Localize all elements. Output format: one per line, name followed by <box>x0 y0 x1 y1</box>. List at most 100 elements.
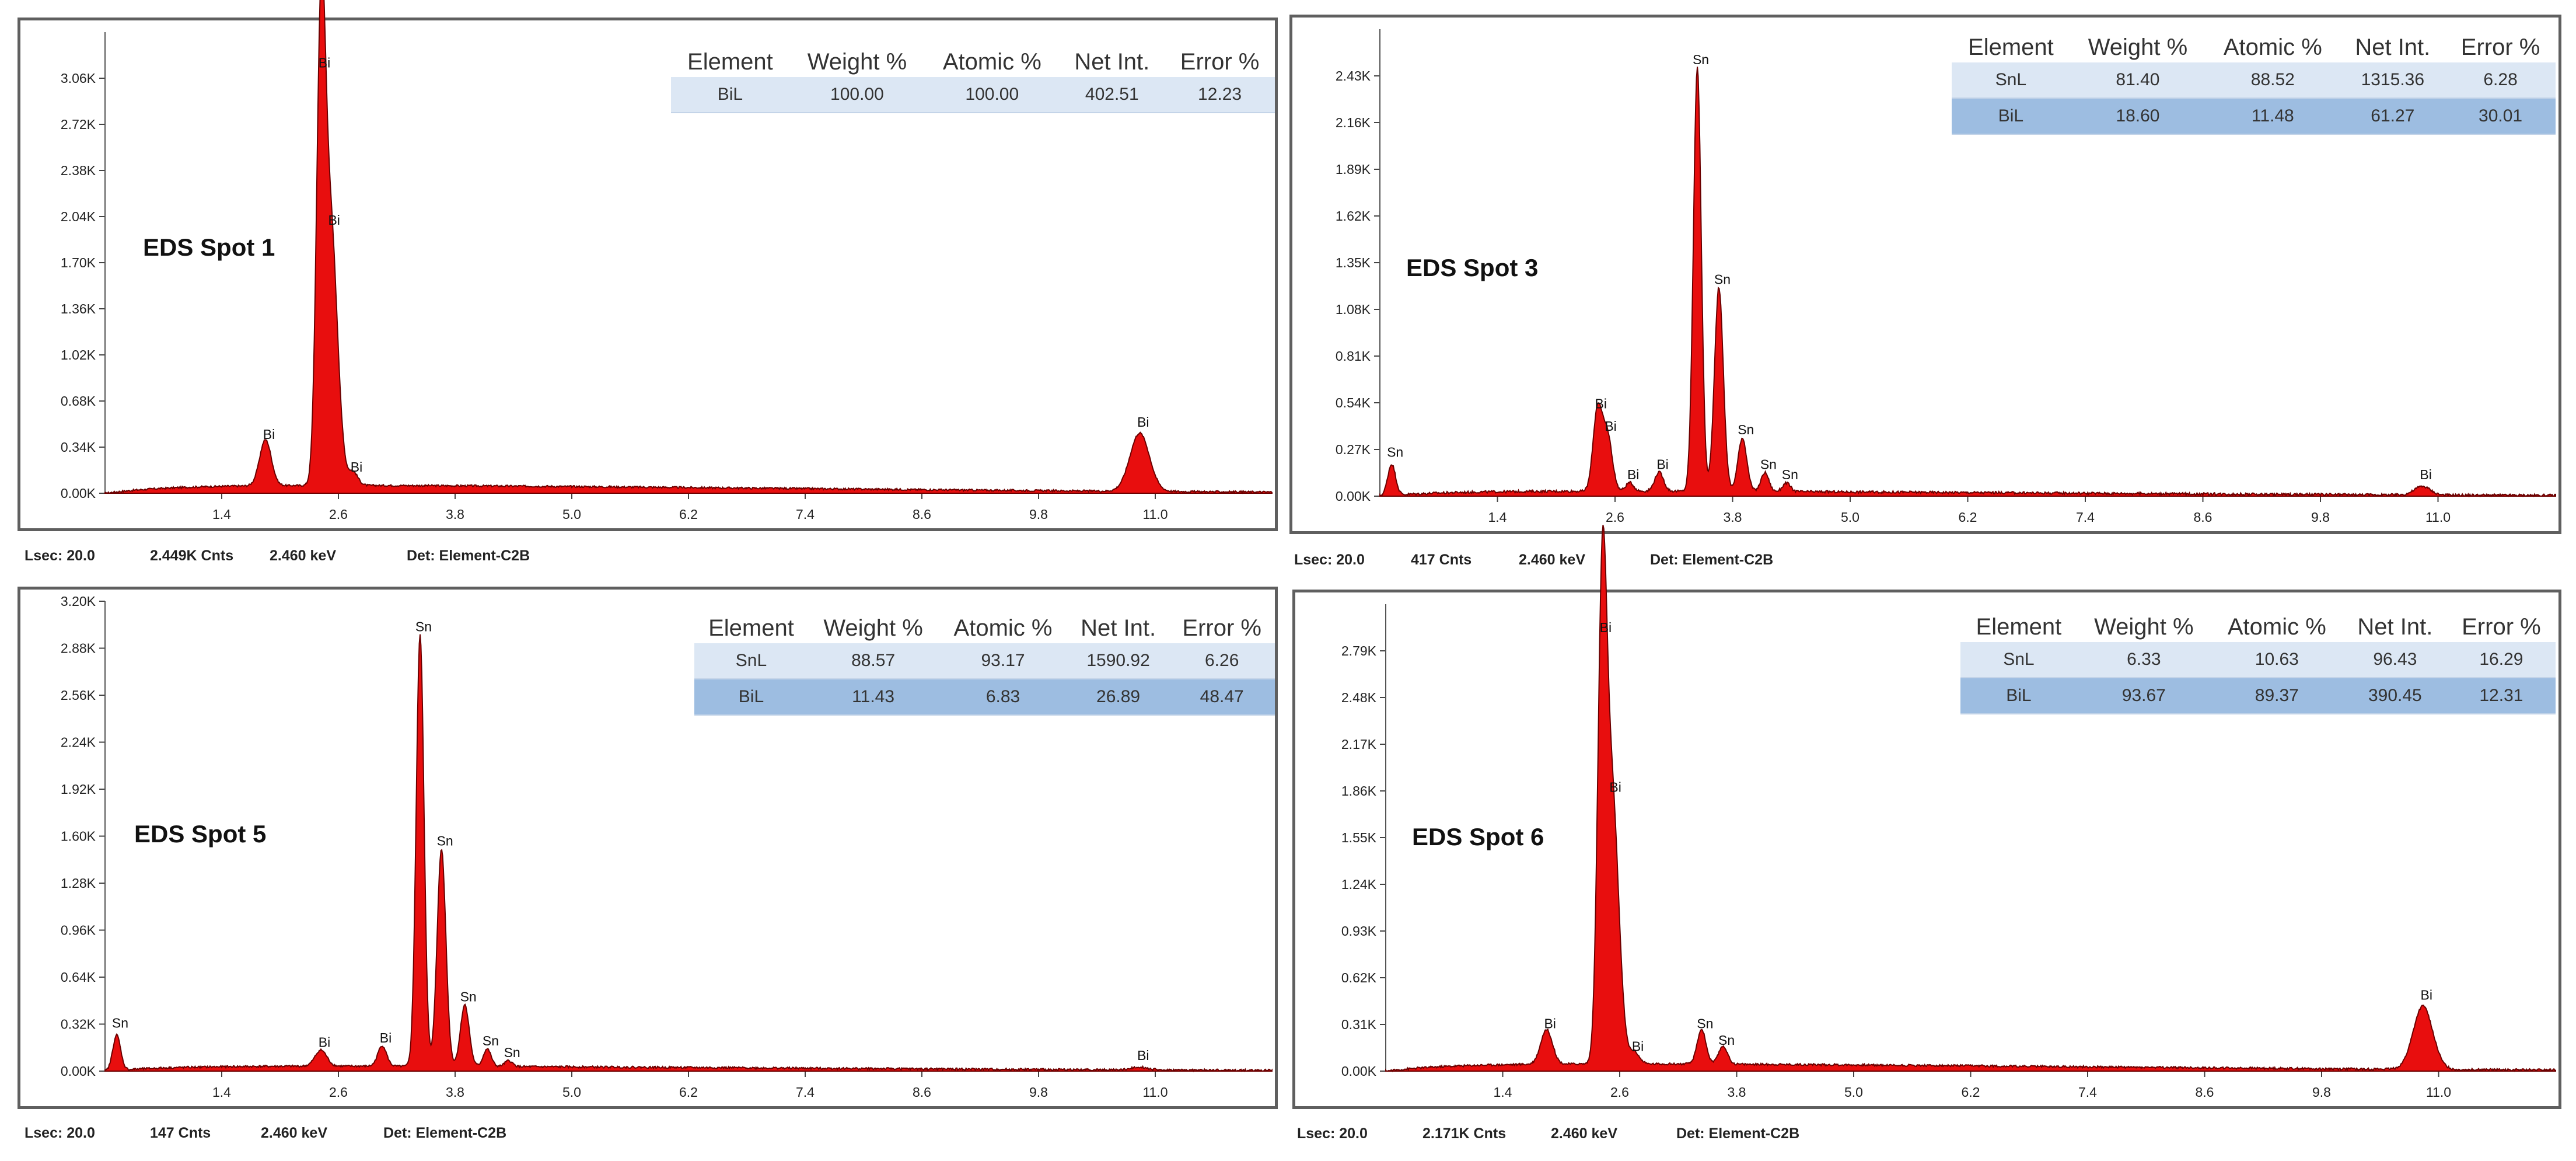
col-error: Error % <box>2462 613 2541 640</box>
status-kev: 2.460 keV <box>270 548 336 564</box>
x-tick-label: 8.6 <box>2194 510 2213 525</box>
x-tick-label: 11.0 <box>2425 510 2451 525</box>
x-tick-label: 11.0 <box>2426 1085 2451 1100</box>
peak-label: Sn <box>1760 456 1777 472</box>
col-atomic: Atomic % <box>953 615 1053 641</box>
y-tick-label: 2.24K <box>61 735 96 750</box>
col-weight: Weight % <box>823 615 923 641</box>
cell-element: BiL <box>1960 678 2077 714</box>
status-counts: 417 Cnts <box>1411 552 1472 568</box>
y-tick-label: 1.35K <box>1336 255 1371 270</box>
x-tick-label: 3.8 <box>446 1085 464 1100</box>
x-tick-label: 5.0 <box>562 1085 581 1100</box>
table-row: BiL 18.60 11.48 61.27 30.01 <box>1952 98 2556 135</box>
status-counts: 147 Cnts <box>150 1125 211 1141</box>
peak-label: Sn <box>112 1016 128 1031</box>
y-tick-label: 1.36K <box>61 301 96 316</box>
eds-quant-table: Element Weight % Atomic % Net Int. Error… <box>1952 32 2556 135</box>
y-tick-label: 0.64K <box>61 970 96 985</box>
y-tick-label: 2.17K <box>1341 737 1377 752</box>
cell-atomic: 88.52 <box>2205 62 2340 99</box>
y-tick-label: 1.92K <box>61 782 96 797</box>
peak-label: Bi <box>1656 456 1668 472</box>
eds-quant-table: Element Weight % Atomic % Net Int. Error… <box>1960 612 2556 714</box>
spectrum-area <box>104 0 1273 494</box>
eds-panel-spot-6: 0.00K 0.31K 0.62K 0.93K 1.24K 1.55K 1.86K 2.17K… <box>1292 525 2561 1153</box>
cell-net-int: 402.51 <box>1059 77 1165 113</box>
spectrum-chart: 0.00K 0.27K 0.54K 0.81K 1.08K 1.35K 1.62K 1.89K… <box>1336 29 2556 525</box>
cell-net-int: 96.43 <box>2343 642 2447 678</box>
spot-title: EDS Spot 3 <box>1406 254 1539 281</box>
y-tick-label: 0.96K <box>61 923 96 938</box>
status-kev: 2.460 keV <box>1519 552 1585 568</box>
peak-label: Bi <box>1609 779 1621 794</box>
y-tick-label: 2.16K <box>1336 115 1371 130</box>
spot-title: EDS Spot 5 <box>134 820 267 848</box>
eds-panel-spot-3: 0.00K 0.27K 0.54K 0.81K 1.08K 1.35K 1.62K 1.89K… <box>1289 15 2561 578</box>
table-header-row: Element Weight % Atomic % Net Int. Error… <box>671 47 1275 77</box>
x-tick-label: 1.4 <box>212 507 231 522</box>
x-tick-label: 7.4 <box>2076 510 2095 525</box>
peak-label: Sn <box>483 1033 499 1048</box>
col-element: Element <box>1968 34 2054 60</box>
cell-element: SnL <box>694 643 808 679</box>
table-row: BiL 93.67 89.37 390.45 12.31 <box>1960 678 2556 714</box>
status-lsec: Lsec: 20.0 <box>25 1125 95 1141</box>
spectrum-area <box>104 634 1273 1073</box>
cell-element: BiL <box>671 77 789 113</box>
col-error: Error % <box>1182 615 1261 641</box>
col-net-int: Net Int. <box>1074 48 1150 75</box>
x-tick-label: 2.6 <box>1610 1085 1629 1100</box>
y-tick-label: 0.00K <box>1341 1064 1377 1079</box>
table-row: SnL 6.33 10.63 96.43 16.29 <box>1960 642 2556 678</box>
table-header-row: Element Weight % Atomic % Net Int. Error… <box>694 613 1275 643</box>
x-tick-label: 11.0 <box>1142 507 1168 522</box>
peak-label: Bi <box>1632 1038 1644 1054</box>
y-tick-label: 1.70K <box>61 255 96 270</box>
x-tick-label: 9.8 <box>2311 510 2330 525</box>
y-tick-label: 2.72K <box>61 117 96 132</box>
cell-atomic: 93.17 <box>938 643 1068 679</box>
x-tick-label: 2.6 <box>1606 510 1624 525</box>
y-tick-label: 2.43K <box>1336 68 1371 83</box>
peak-label: Bi <box>1600 620 1612 635</box>
status-bar: Lsec: 20.0 2.449K Cnts 2.460 keV Det: El… <box>25 548 1250 569</box>
y-tick-label: 1.02K <box>61 347 96 362</box>
cell-error: 16.29 <box>2446 642 2556 678</box>
spectrum-chart: 0.00K 0.31K 0.62K 0.93K 1.24K 1.55K 1.86K 2.17K… <box>1341 525 2556 1100</box>
table-header-row: Element Weight % Atomic % Net Int. Error… <box>1960 612 2556 642</box>
y-tick-label: 0.00K <box>1336 489 1371 504</box>
x-tick-label: 3.8 <box>1728 1085 1746 1100</box>
peak-label: Sn <box>437 834 453 849</box>
cell-error: 12.23 <box>1165 77 1275 113</box>
col-element: Element <box>1976 613 2062 640</box>
peak-label: Sn <box>504 1045 520 1060</box>
peak-label: Sn <box>1782 467 1798 482</box>
peak-label: Bi <box>263 427 275 442</box>
x-tick-label: 8.6 <box>913 507 931 522</box>
col-weight: Weight % <box>807 48 907 75</box>
y-tick-label: 1.62K <box>1336 208 1371 224</box>
table-row: BiL 100.00 100.00 402.51 12.23 <box>671 77 1275 113</box>
y-tick-label: 1.28K <box>61 876 96 891</box>
y-tick-label: 1.08K <box>1336 302 1371 317</box>
status-counts: 2.449K Cnts <box>150 548 234 564</box>
y-tick-label: 0.00K <box>61 1064 96 1079</box>
status-bar: Lsec: 20.0 417 Cnts 2.460 keV Det: Eleme… <box>1294 552 2519 573</box>
y-tick-label: 0.34K <box>61 440 96 455</box>
col-net-int: Net Int. <box>2355 34 2431 60</box>
x-tick-label: 9.8 <box>1029 1085 1048 1100</box>
x-tick-label: 11.0 <box>1142 1085 1168 1100</box>
x-tick-label: 2.6 <box>329 1085 348 1100</box>
y-tick-label: 0.32K <box>61 1017 96 1032</box>
spectrum-chart: 0.00K 0.34K 0.68K 1.02K 1.36K 1.70K 2.04K 2.38K… <box>61 0 1273 522</box>
cell-error: 6.28 <box>2445 62 2556 99</box>
table-row: BiL 11.43 6.83 26.89 48.47 <box>694 679 1275 716</box>
x-tick-label: 6.2 <box>1959 510 1977 525</box>
x-tick-label: 9.8 <box>1029 507 1048 522</box>
spectrum-area <box>1385 525 2556 1072</box>
peak-label: Sn <box>1387 445 1403 460</box>
col-error: Error % <box>1180 48 1260 75</box>
x-tick-label: 3.8 <box>446 507 464 522</box>
cell-atomic: 6.83 <box>938 679 1068 716</box>
